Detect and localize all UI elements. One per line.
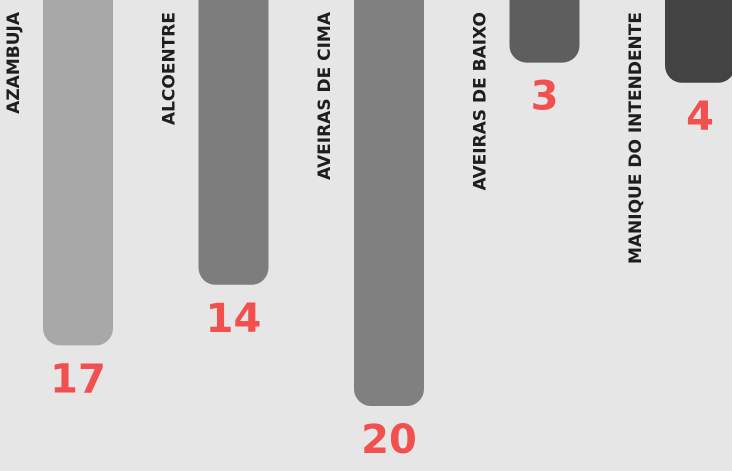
bar-aveiras-de-cima <box>354 0 424 406</box>
value-label-aveiras-de-cima: 20 <box>361 417 417 463</box>
value-label-alcoentre: 14 <box>206 296 262 342</box>
bar-alcoentre <box>198 0 269 285</box>
category-label-azambuja: AZAMBUJA <box>4 11 24 114</box>
bar-aveiras-de-baixo <box>509 0 580 63</box>
labels-layer: AZAMBUJA ALCOENTRE AVEIRAS DE CIMA AVEIRAS … <box>4 11 646 264</box>
value-label-azambuja: 17 <box>50 356 106 402</box>
value-label-manique-do-intendente: 4 <box>686 94 714 140</box>
value-label-aveiras-de-baixo: 3 <box>531 74 559 120</box>
category-label-aveiras-de-cima: AVEIRAS DE CIMA <box>315 11 335 180</box>
category-label-alcoentre: ALCOENTRE <box>160 12 180 125</box>
category-label-manique-do-intendente: MANIQUE DO INTENDENTE <box>626 12 646 264</box>
category-label-aveiras-de-baixo: AVEIRAS DE BAIXO <box>471 12 491 191</box>
bar-azambuja <box>43 0 113 346</box>
bars-layer <box>43 0 732 406</box>
values-layer: 17 14 20 3 4 <box>50 74 714 463</box>
bar-manique-do-intendente <box>665 0 732 83</box>
